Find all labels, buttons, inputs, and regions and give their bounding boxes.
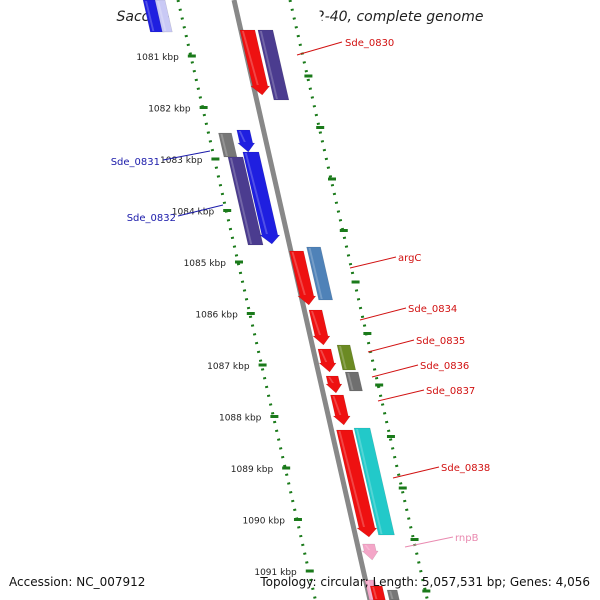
gene-label-leader [296, 41, 343, 56]
feature-top-light [154, 0, 173, 33]
backbone-line [231, 0, 373, 600]
feature-0838-cds-shine [338, 431, 365, 527]
gene-label: Sde_0837 [426, 386, 475, 397]
feature-0835-protein [336, 344, 357, 371]
gene-label-leader [177, 204, 224, 217]
ruler-tick-label: 1090 kbp [243, 517, 286, 527]
feature-bottom-gray-shine [389, 591, 394, 599]
gene-label-leader [371, 364, 419, 378]
feature-argC-protein [306, 246, 334, 301]
ruler-tick-label: 1085 kbp [184, 259, 227, 269]
ruler-tick-label: 1089 kbp [231, 465, 274, 475]
feature-0838-protein [353, 427, 395, 536]
gene-label-leader [349, 256, 397, 269]
feature-top-blue-shine [145, 1, 155, 31]
outer-dotted-line [288, 0, 429, 600]
feature-0832-cds-shine [244, 153, 268, 234]
feature-0835-cds [317, 348, 337, 373]
feature-0830-protein [257, 29, 290, 101]
gene-label: Sde_0835 [416, 336, 465, 347]
gene-label-leader [392, 466, 440, 479]
gene-label-leader [404, 536, 454, 548]
feature-argC-protein-shine [308, 248, 323, 299]
gene-label: Sde_0834 [408, 304, 457, 315]
gene-label: Sde_0836 [420, 361, 469, 372]
gene-label: Sde_0838 [441, 463, 490, 474]
feature-0832-protein-shine [229, 158, 253, 244]
feature-0835-cds-shine [319, 350, 328, 362]
feature-argC-cds-shine [291, 252, 306, 295]
feature-0835-protein-shine [339, 346, 347, 369]
feature-bottom-red-shine [372, 587, 378, 599]
feature-top-light-shine [157, 1, 167, 31]
accession-text: Accession: NC_007912 [9, 575, 146, 589]
ruler-tick-label: 1082 kbp [148, 105, 191, 115]
feature-0831-cds [236, 129, 256, 153]
ruler-tick-label: 1081 kbp [136, 53, 179, 63]
feature-0831-cds-shine [238, 131, 246, 142]
ruler-tick-label: 1091 kbp [254, 568, 297, 578]
feature-0836-cds [325, 375, 343, 394]
feature-0836-protein-shine [347, 373, 354, 390]
gene-label: argC [398, 253, 421, 264]
gene-label: Sde_0831 [111, 157, 160, 168]
feature-0832-protein [227, 156, 264, 246]
feature-bottom-gray [386, 589, 400, 600]
feature-0837-cds [330, 394, 351, 426]
gene-labels: Sde_0830 Sde_0831 Sde_0832 argC Sde_0834 Sde_… [111, 38, 490, 548]
feature-0831-gray-shine [220, 134, 228, 156]
ruler-tick-label: 1087 kbp [207, 362, 250, 372]
gene-label: Sde_0830 [345, 38, 394, 49]
features [142, 0, 400, 600]
gene-label-leader [359, 307, 407, 321]
feature-rnpB [361, 543, 379, 561]
feature-0830-protein-shine [259, 31, 278, 99]
feature-0830-cds-shine [241, 31, 259, 85]
ruler-tick-label: 1088 kbp [219, 414, 262, 424]
feature-0830-cds [239, 29, 271, 96]
feature-0834-cds-shine [310, 311, 322, 335]
gene-label-leader [162, 150, 211, 161]
ruler-tick-label: 1083 kbp [160, 156, 203, 166]
feature-0836-protein [344, 371, 363, 392]
feature-bottom-pink-shine [366, 581, 374, 599]
feature-0837-cds-shine [332, 396, 342, 415]
feature-0838-cds [336, 429, 378, 538]
feature-rnpB-shine [364, 545, 371, 550]
feature-0836-cds-shine [328, 377, 334, 383]
backbone [231, 0, 373, 600]
ruler-tick-label: 1086 kbp [195, 311, 238, 321]
genome-summary-text: Topology: circular; Length: 5,057,531 bp… [260, 575, 590, 589]
feature-0838-protein-shine [356, 429, 383, 534]
feature-argC-cds [289, 250, 317, 306]
feature-0832-cds [242, 151, 281, 245]
gene-label: Sde_0832 [127, 213, 176, 224]
ruler-dotted-line [176, 0, 317, 600]
gene-label-leader [377, 389, 425, 402]
gene-label-leader [367, 339, 415, 353]
gene-label: rnpB [455, 533, 479, 544]
feature-bottom-red [369, 585, 386, 600]
feature-0834-cds [308, 309, 331, 346]
